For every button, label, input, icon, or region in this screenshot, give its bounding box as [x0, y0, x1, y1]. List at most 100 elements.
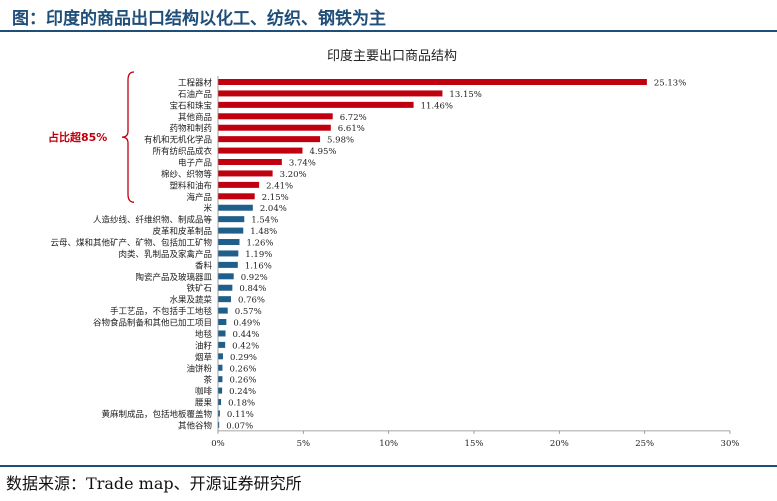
category-label: 所有纺织品成衣 — [152, 146, 212, 157]
x-tick-label: 15% — [465, 439, 484, 449]
value-label: 0.84% — [239, 284, 266, 294]
x-tick-label: 10% — [379, 439, 398, 449]
value-label: 2.04% — [260, 204, 287, 214]
category-label: 地毯 — [195, 329, 213, 340]
category-label: 茶 — [203, 375, 212, 386]
value-label: 4.95% — [309, 147, 336, 157]
value-label: 1.16% — [245, 261, 272, 271]
figure-label: 图： — [12, 9, 46, 29]
category-label: 黄麻制成品，包括地板覆盖物 — [101, 409, 212, 420]
bar — [218, 330, 226, 337]
bar — [218, 136, 321, 143]
category-label: 烟草 — [195, 352, 213, 363]
value-label: 3.74% — [289, 159, 316, 169]
bar — [218, 296, 231, 303]
bar — [218, 273, 234, 280]
source-text: Trade map、开源证券研究所 — [86, 474, 302, 493]
value-label: 2.41% — [266, 181, 293, 191]
value-label: 0.24% — [229, 387, 256, 397]
x-axis: 0% 5% 10% 15% 20% 25% 30% — [211, 76, 739, 449]
bar — [218, 421, 220, 428]
value-labels: 25.13% 13.15%11.46% 6.72%6.61% 5.98%4.95% 3.… — [226, 79, 686, 432]
bar — [218, 239, 240, 246]
bar — [218, 181, 260, 188]
x-tick-label: 5% — [297, 439, 311, 449]
category-label: 皮革和皮革制品 — [152, 226, 212, 237]
bar — [218, 410, 220, 417]
bar — [218, 376, 223, 383]
bar — [218, 364, 223, 371]
value-label: 0.76% — [238, 296, 265, 306]
bar — [218, 261, 238, 268]
value-label: 0.26% — [229, 376, 256, 386]
bar — [218, 170, 273, 177]
category-label: 油籽 — [195, 340, 213, 351]
value-label: 1.26% — [247, 239, 274, 249]
bar — [218, 319, 227, 326]
value-label: 1.54% — [251, 216, 278, 226]
category-label: 有机和无机化学品 — [144, 135, 212, 146]
bar — [218, 353, 223, 360]
category-label: 工程器材 — [178, 78, 213, 89]
category-label: 陶瓷产品及玻璃器皿 — [135, 272, 212, 283]
x-tick-label: 0% — [211, 439, 225, 449]
value-label: 3.20% — [280, 170, 307, 180]
bar — [218, 79, 647, 85]
bar — [218, 307, 228, 314]
footer-divider — [0, 465, 777, 467]
bar — [218, 90, 443, 97]
value-label: 25.13% — [654, 79, 686, 89]
annotation-text: 占比超85% — [48, 130, 107, 144]
value-label: 0.57% — [235, 307, 262, 317]
value-label: 6.61% — [338, 124, 365, 134]
category-label: 香料 — [195, 260, 213, 271]
value-label: 0.49% — [233, 319, 260, 329]
bar — [218, 227, 244, 234]
category-label: 石油产品 — [178, 89, 212, 100]
category-label: 肉类、乳制品及家禽产品 — [118, 249, 212, 260]
value-label: 6.72% — [340, 113, 367, 123]
category-label: 棉纱、织物等 — [161, 169, 213, 180]
bar — [218, 101, 414, 108]
bar — [218, 159, 282, 166]
bar — [218, 204, 253, 211]
value-label: 0.44% — [233, 330, 260, 340]
value-label: 0.26% — [229, 364, 256, 374]
figure-caption: 图：印度的商品出口结构以化工、纺织、钢铁为主 — [12, 4, 386, 29]
value-label: 11.46% — [421, 101, 453, 111]
value-label: 0.29% — [230, 353, 257, 363]
category-label: 水果及蔬菜 — [169, 295, 212, 306]
report-header: 图：印度的商品出口结构以化工、纺织、钢铁为主 — [0, 0, 777, 32]
x-tick-label: 30% — [721, 439, 740, 449]
chart-title: 印度主要出口商品结构 — [327, 48, 457, 64]
bar — [218, 124, 331, 131]
value-label: 1.48% — [250, 227, 277, 237]
bar — [218, 341, 226, 348]
bar — [218, 399, 222, 406]
value-label: 2.15% — [262, 193, 289, 203]
category-label: 电子产品 — [178, 158, 212, 169]
category-label: 谷物食品制备和其他已加工项目 — [93, 318, 212, 329]
value-label: 1.19% — [245, 250, 272, 260]
bar — [218, 193, 255, 200]
category-label: 手工艺品，不包括手工地毯 — [110, 306, 213, 317]
bar — [218, 284, 233, 291]
category-labels: 工程器材石油产品宝石和珠宝其他商品药物和制药有机和无机化学品所有纺织品成衣电子产… — [50, 78, 212, 432]
source-label: 数据来源： — [6, 474, 87, 493]
value-label: 5.98% — [327, 136, 354, 146]
bar — [218, 250, 239, 257]
bars-layer — [218, 79, 647, 428]
bar — [218, 216, 245, 223]
category-label: 塑料和油布 — [169, 180, 212, 191]
category-label: 人造纱线、纤维织物、制成品等 — [93, 215, 213, 226]
value-label: 0.07% — [226, 421, 253, 431]
category-label: 其他谷物 — [178, 420, 213, 431]
value-label: 0.42% — [232, 341, 259, 351]
highlight-brace — [121, 71, 135, 203]
bar — [218, 387, 223, 394]
category-label: 米 — [203, 203, 212, 214]
category-label: 其他商品 — [178, 112, 212, 123]
source-note: 数据来源：Trade map、开源证券研究所 — [6, 470, 302, 494]
category-label: 云母、煤和其他矿产、矿物、包括加工矿物 — [50, 238, 212, 249]
